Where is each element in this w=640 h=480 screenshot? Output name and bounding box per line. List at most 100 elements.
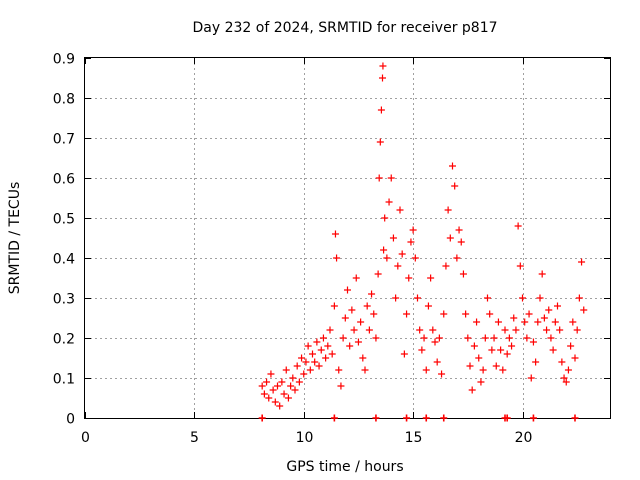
data-point: [380, 246, 388, 254]
data-point: [418, 346, 426, 354]
data-point: [331, 230, 339, 238]
data-point: [346, 342, 354, 350]
data-point: [505, 334, 513, 342]
data-point: [293, 362, 301, 370]
data-point: [464, 334, 472, 342]
baseline-point: [529, 414, 537, 422]
data-point: [287, 382, 295, 390]
data-point: [322, 354, 330, 362]
data-point: [284, 394, 292, 402]
data-point: [420, 334, 428, 342]
data-point: [350, 326, 358, 334]
y-tick-label: 0.4: [53, 252, 75, 268]
data-point: [484, 294, 491, 302]
data-point: [519, 294, 526, 302]
data-point: [276, 402, 284, 410]
data-point: [521, 318, 529, 326]
data-point: [427, 274, 435, 282]
y-tick-label: 0.9: [53, 52, 75, 68]
data-point: [444, 206, 452, 214]
data-point: [479, 366, 487, 374]
data-point: [451, 182, 459, 190]
data-point: [547, 334, 555, 342]
data-point: [440, 310, 448, 318]
data-point: [258, 382, 266, 390]
data-point: [409, 226, 417, 234]
data-point: [457, 238, 465, 246]
y-tick-label: 0.6: [53, 172, 75, 188]
data-point: [403, 310, 411, 318]
data-point: [357, 318, 365, 326]
data-point: [271, 398, 279, 406]
data-point: [481, 334, 489, 342]
data-point: [459, 270, 467, 278]
data-point: [414, 294, 421, 302]
data-point: [302, 358, 310, 366]
data-point: [532, 358, 540, 366]
data-point: [295, 378, 303, 386]
data-point: [328, 350, 336, 358]
data-point: [473, 318, 481, 326]
x-tick-label: 15: [405, 430, 423, 446]
data-point: [372, 334, 380, 342]
data-point: [431, 338, 439, 346]
data-point: [573, 326, 581, 334]
data-point: [508, 342, 516, 350]
y-tick-label: 0: [66, 412, 75, 428]
data-point: [575, 294, 583, 302]
data-point: [525, 310, 533, 318]
data-point: [545, 306, 553, 314]
data-point: [376, 138, 384, 146]
data-point: [396, 206, 404, 214]
data-point: [377, 106, 385, 114]
data-point: [379, 62, 387, 70]
data-point: [501, 326, 509, 334]
data-point: [405, 274, 413, 282]
data-point: [446, 234, 454, 242]
data-point: [263, 378, 271, 386]
data-point: [267, 370, 275, 378]
data-point: [424, 302, 432, 310]
baseline-point: [422, 414, 430, 422]
y-tick-label: 0.2: [53, 332, 75, 348]
data-point: [422, 366, 430, 374]
data-point: [497, 346, 505, 354]
data-point: [359, 354, 367, 362]
y-tick-label: 0.3: [53, 292, 75, 308]
data-point: [269, 386, 277, 394]
y-tick-label: 0.8: [53, 92, 75, 108]
data-point: [330, 302, 338, 310]
data-point: [538, 270, 546, 278]
data-point: [365, 326, 373, 334]
data-point: [407, 238, 415, 246]
data-point: [363, 302, 371, 310]
data-point: [494, 318, 502, 326]
data-point: [260, 390, 268, 398]
data-point: [492, 362, 500, 370]
data-point: [468, 386, 476, 394]
data-point: [385, 198, 393, 206]
data-point: [309, 350, 316, 358]
baseline-point: [330, 414, 338, 422]
data-point: [488, 346, 496, 354]
data-point: [381, 214, 389, 222]
data-point: [374, 270, 382, 278]
data-point: [354, 338, 362, 346]
data-points: [258, 62, 588, 422]
data-point: [560, 374, 568, 382]
data-point: [387, 174, 395, 182]
data-point: [529, 338, 537, 346]
data-point: [503, 350, 511, 358]
data-point: [398, 250, 406, 258]
data-point: [549, 346, 557, 354]
data-point: [562, 378, 570, 386]
data-point: [400, 350, 408, 358]
data-point: [315, 362, 323, 370]
plot-frame: [84, 57, 611, 419]
data-point: [551, 318, 559, 326]
data-point: [564, 366, 572, 374]
data-point: [571, 354, 579, 362]
x-tick-label: 10: [296, 430, 314, 446]
data-point: [344, 286, 351, 294]
